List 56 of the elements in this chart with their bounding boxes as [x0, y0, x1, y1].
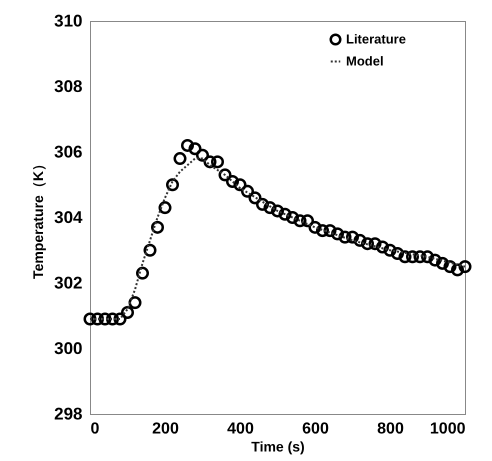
point	[234, 178, 246, 192]
x-tick-label: 0	[90, 420, 100, 438]
y-tick-label: 302	[54, 274, 82, 292]
x-tick-label: 600	[302, 420, 329, 438]
point	[241, 184, 254, 198]
y-axis-title: Temperature（K）	[30, 157, 46, 279]
y-tick-label: 310	[54, 12, 82, 30]
point	[174, 152, 186, 166]
point	[458, 260, 472, 274]
point	[398, 250, 412, 264]
y-tick-label: 300	[54, 339, 82, 358]
point	[271, 204, 284, 218]
y-tick-label: 306	[54, 142, 82, 162]
point	[114, 312, 126, 326]
x-tick-label: 200	[152, 420, 179, 438]
point	[354, 234, 366, 247]
x-axis-title: Time (s)	[251, 438, 305, 454]
point	[226, 174, 239, 188]
x-tick-label: 400	[227, 420, 254, 438]
point	[248, 191, 262, 204]
y-tick-label: 308	[54, 77, 82, 96]
point	[166, 178, 179, 192]
point	[384, 244, 396, 257]
point	[121, 306, 134, 319]
point	[406, 250, 419, 264]
point	[368, 237, 382, 250]
point	[106, 312, 119, 326]
point	[211, 155, 224, 168]
point	[324, 224, 336, 238]
point	[376, 240, 389, 254]
point	[414, 250, 426, 264]
x-tick-label: 800	[377, 420, 404, 438]
point	[188, 142, 202, 156]
point	[308, 220, 322, 234]
point	[331, 227, 344, 240]
y-tick-label: 304	[54, 208, 84, 227]
point	[181, 138, 194, 152]
x-tick-label: 1000	[430, 420, 466, 438]
point	[436, 256, 449, 270]
point	[444, 260, 456, 274]
legend-label: Model	[346, 54, 384, 68]
line-series	[89, 158, 466, 320]
point	[391, 247, 404, 260]
point	[158, 201, 172, 214]
point	[264, 201, 276, 214]
legend-label: Literature	[346, 32, 406, 46]
y-tick-label: 298	[54, 404, 82, 424]
point	[451, 263, 464, 276]
point	[294, 214, 306, 228]
point	[286, 211, 299, 224]
point	[196, 148, 209, 162]
point	[278, 208, 292, 221]
point	[338, 230, 352, 244]
point	[361, 237, 374, 250]
point	[316, 224, 329, 238]
point	[218, 168, 232, 182]
